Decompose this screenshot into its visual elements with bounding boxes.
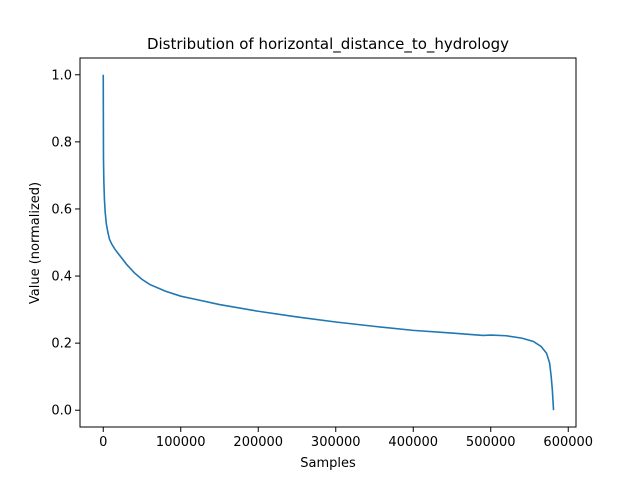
x-axis: 0 100000 200000 300000 400000 500000 600000: [99, 427, 593, 450]
plot-frame: [79, 57, 577, 428]
y-tick-label: 0.8: [51, 135, 72, 150]
x-tick-label: 400000: [388, 435, 438, 450]
y-tick-label: 1.0: [51, 68, 72, 83]
x-tick-label: 300000: [311, 435, 361, 450]
y-tick-label: 0.4: [51, 270, 72, 285]
x-tick-label: 200000: [233, 435, 283, 450]
y-tick-label: 0.6: [51, 202, 72, 217]
y-tick-label: 0.2: [51, 337, 72, 352]
y-axis: 0.0 0.2 0.4 0.6 0.8 1.0: [51, 68, 80, 419]
x-tick-label: 100000: [156, 435, 206, 450]
y-tick-label: 0.0: [51, 404, 72, 419]
chart-title: Distribution of horizontal_distance_to_h…: [147, 35, 509, 54]
y-axis-label: Value (normalized): [28, 182, 43, 304]
x-tick-label: 500000: [466, 435, 516, 450]
series-line: [102, 74, 555, 411]
x-tick-label: 600000: [543, 435, 593, 450]
x-tick-label: 0: [99, 435, 107, 450]
x-axis-label: Samples: [300, 456, 356, 471]
